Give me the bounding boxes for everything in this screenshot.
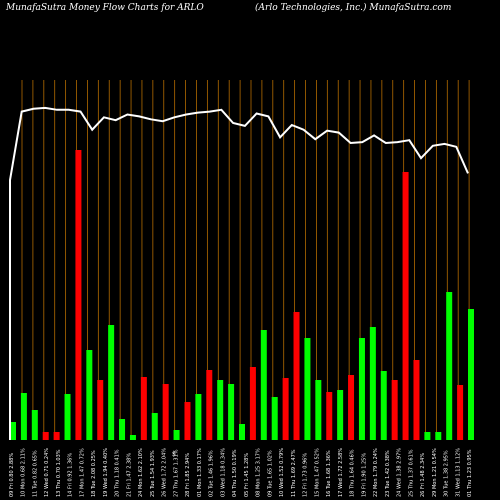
bar-16 [173, 430, 180, 440]
x-tick-label: 02 Tue 1.46 1.96% [209, 450, 215, 497]
x-tick-label: 12 Fri 1.73 0.96% [303, 453, 309, 497]
money-flow-line [9, 106, 469, 440]
bar-26 [282, 378, 289, 440]
x-tick-label: 01 Thu 1.23 0.95% [467, 449, 473, 497]
bar-24 [260, 330, 267, 440]
x-tick-label: 23 Tue 1.42 0.38% [385, 450, 391, 497]
x-tick-label: 30 Tue 1.38 2.95% [444, 450, 450, 497]
x-tick-label: 27 Thu 1.67 1.31% [173, 449, 179, 497]
x-tick-label: 15 Mon 1.47 0.52% [314, 448, 320, 497]
bar-9 [97, 380, 104, 440]
bar-2 [20, 393, 27, 440]
x-tick-label: 18 Thu 1.64 0.46% [350, 449, 356, 497]
x-tick-label: 05 Fri 1.45 1.28% [244, 453, 250, 497]
x-tick-label: 01 Mon 1.33 0.17% [197, 448, 203, 497]
x-tick-label: 24 Wed 1.38 2.97% [397, 448, 403, 497]
x-tick-label: 17 Wed 1.72 2.58% [338, 448, 344, 497]
x-tick-label: 17 Mon 1.47 0.72% [80, 448, 86, 497]
x-tick-label: 21 Fri 1.47 2.38% [126, 453, 132, 497]
bar-4 [42, 432, 49, 440]
bar-28 [304, 338, 311, 440]
x-tick-label: 24 Mon 1.62 2.10% [138, 448, 144, 497]
bar-7 [75, 150, 82, 440]
bar-14 [151, 413, 158, 440]
x-tick-label: 26 Wed 1.72 2.04% [162, 448, 168, 497]
bar-5 [53, 432, 60, 440]
x-tick-label: 28 Fri 1.85 2.94% [185, 453, 191, 497]
x-tick-label: 14 Fri 0.92 1.36% [68, 453, 74, 497]
bar-32 [348, 375, 355, 440]
bar-21 [228, 384, 235, 440]
bar-3 [31, 410, 38, 440]
bar-36 [391, 380, 398, 440]
x-tick-label: 09 Fri 0.80 2.88% [9, 453, 15, 497]
bar-13 [140, 377, 147, 440]
x-tick-label: 19 Wed 1.94 0.40% [103, 448, 109, 497]
bar-40 [435, 432, 442, 440]
x-tick-label: 11 Thu 1.69 2.47% [291, 449, 297, 497]
x-tick-label: 11 Tue 0.82 0.65% [33, 450, 39, 497]
x-tick-label: 20 Thu 1.18 0.41% [115, 449, 121, 497]
bar-1 [10, 422, 16, 440]
chart-title: MunafaSutra Money Flow Charts for ARLO [6, 3, 204, 13]
bar-31 [337, 390, 344, 440]
x-tick-label: 31 Wed 1.13 1.12% [455, 448, 461, 497]
bar-11 [119, 419, 126, 440]
bar-38 [413, 360, 420, 440]
center-marker: $ [172, 451, 176, 458]
bar-12 [129, 435, 136, 440]
bar-18 [195, 394, 202, 440]
x-tick-label: 08 Mon 1.25 3.17% [256, 448, 262, 497]
x-tick-label: 12 Wed 0.71 0.24% [44, 448, 50, 497]
bar-6 [64, 394, 71, 440]
x-tick-label: 18 Tue 2.08 0.25% [91, 450, 97, 497]
x-tick-label: 29 Mon 1.21 0.54% [432, 448, 438, 497]
bar-25 [271, 397, 278, 440]
x-tick-label: 03 Wed 1.18 0.34% [220, 448, 226, 497]
bar-15 [162, 384, 169, 440]
bar-29 [315, 380, 322, 440]
chart-subtitle: (Arlo Technologies, Inc.) MunafaSutra.co… [255, 3, 452, 13]
x-tick-label: 19 Fri 1.90 1.25% [361, 453, 367, 497]
x-tick-label: 25 Thu 1.37 0.61% [408, 449, 414, 497]
bar-20 [217, 380, 224, 440]
x-tick-label: 16 Tue 1.68 1.36% [326, 450, 332, 497]
bar-10 [108, 325, 115, 440]
x-tick-label: 04 Thu 1.50 0.19% [232, 449, 238, 497]
bar-39 [424, 432, 431, 440]
bar-41 [446, 292, 453, 440]
bar-19 [206, 370, 213, 440]
x-tick-label: 09 Tue 1.65 1.02% [267, 450, 273, 497]
bar-8 [86, 350, 93, 440]
bar-22 [239, 424, 245, 440]
x-tick-label: 26 Fri 1.48 2.34% [420, 453, 426, 497]
bar-23 [249, 367, 256, 440]
x-tick-label: 22 Mon 1.79 0.24% [373, 448, 379, 497]
bar-42 [457, 385, 464, 440]
bar-43 [468, 309, 474, 440]
bar-33 [358, 338, 365, 440]
bar-17 [184, 402, 191, 440]
bar-37 [402, 172, 409, 440]
bar-34 [369, 327, 376, 440]
bar-27 [293, 312, 300, 440]
x-tick-label: 13 Thu 0.70 1.03% [56, 449, 62, 497]
x-tick-label: 25 Tue 1.54 1.93% [150, 450, 156, 497]
bar-30 [326, 392, 333, 440]
x-tick-label: 10 Wed 1.52 0.79% [279, 448, 285, 497]
bar-35 [380, 371, 387, 440]
x-tick-label: 10 Mon 0.68 2.11% [21, 448, 27, 497]
